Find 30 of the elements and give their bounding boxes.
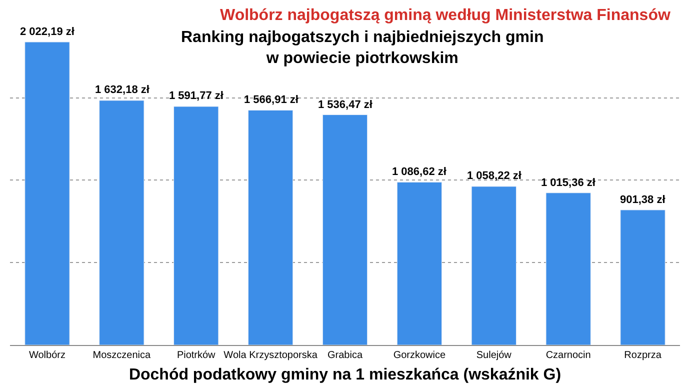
- x-tick-label: Rozprza: [624, 350, 662, 361]
- data-label: 1 058,22 zł: [467, 170, 522, 182]
- chart-subtitle: Ranking najbogatszych i najbiedniejszych gmin w powiecie piotrkowskim: [181, 29, 544, 67]
- bar: [322, 114, 368, 345]
- x-tick-label: Gorzkowice: [393, 350, 446, 361]
- x-tick-label: Wola Krzysztoporska: [224, 350, 318, 361]
- data-label: 901,38 zł: [620, 194, 666, 206]
- bar: [471, 186, 516, 345]
- bar: [248, 110, 294, 345]
- data-label: 1 566,91 zł: [244, 94, 298, 106]
- bar: [174, 106, 219, 345]
- x-tick-label: Grabica: [327, 350, 363, 361]
- x-tick-label: Czarnocin: [546, 350, 591, 361]
- bar: [99, 100, 144, 345]
- x-axis-title: Dochód podatkowy gminy na 1 mieszkańca (wskaźnik G): [128, 366, 562, 384]
- x-tick-label: Moszczenica: [92, 350, 151, 361]
- data-label: 1 632,18 zł: [95, 84, 150, 96]
- chart-title: Wolbórz najbogatszą gminą według Ministerstwa Finansów: [220, 7, 671, 24]
- x-tick-label: Piotrków: [176, 350, 216, 361]
- bar: [24, 42, 70, 345]
- bar: [620, 210, 666, 345]
- data-label: 1 015,36 zł: [541, 177, 596, 189]
- data-label: 2 022,19 zł: [20, 26, 74, 38]
- data-label: 1 086,62 zł: [392, 166, 446, 178]
- data-label: 1 536,47 zł: [318, 99, 372, 111]
- bar: [546, 192, 591, 345]
- bar: [396, 182, 442, 345]
- data-label: 1 591,77 zł: [169, 90, 224, 102]
- x-tick-label: Wolbórz: [28, 350, 66, 361]
- x-tick-label: Sulejów: [476, 350, 512, 361]
